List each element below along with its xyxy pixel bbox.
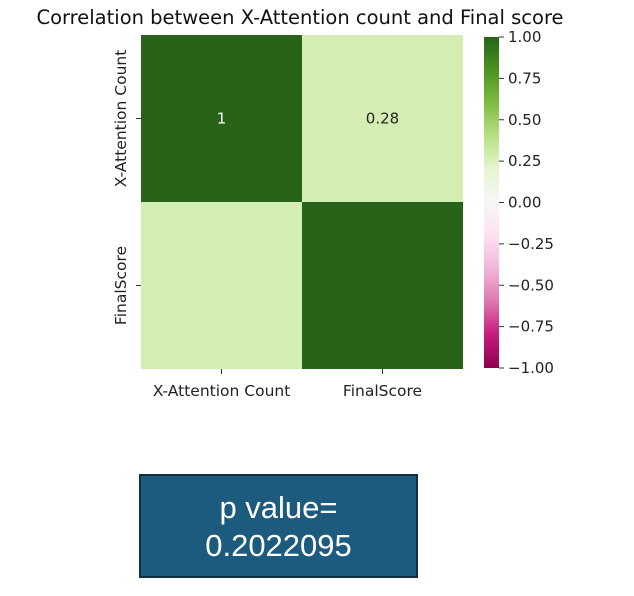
p-value-label: p value=: [219, 490, 338, 525]
colorbar-tick-label: 0.50: [508, 111, 541, 129]
p-value-number: 0.2022095: [205, 528, 352, 563]
heatmap-cell: [141, 202, 302, 369]
cell-annotation: 0.28: [366, 110, 399, 128]
x-tick-label: FinalScore: [343, 382, 422, 400]
y-tick-label: X-Attention Count: [112, 50, 130, 188]
colorbar-tick-label: −1.00: [508, 359, 554, 377]
p-value-box: p value= 0.2022095: [139, 474, 418, 578]
heatmap-cell: [141, 35, 302, 202]
heatmap-cell: [302, 35, 463, 202]
heatmap-cell: [302, 202, 463, 369]
colorbar-tick-label: −0.50: [508, 276, 554, 294]
colorbar: [484, 37, 499, 368]
chart-title: Correlation between X-Attention count an…: [36, 6, 563, 29]
y-tick-label: FinalScore: [112, 246, 130, 325]
colorbar-tick-label: 0.00: [508, 194, 541, 212]
colorbar-tick-label: 0.75: [508, 69, 541, 87]
colorbar-tick-label: −0.25: [508, 235, 554, 253]
x-tick-label: X-Attention Count: [153, 382, 291, 400]
colorbar-tick-label: −0.75: [508, 318, 554, 336]
correlation-heatmap-chart: Correlation between X-Attention count an…: [36, 6, 563, 400]
cell-annotation: 1: [217, 110, 227, 128]
colorbar-tick-label: 1.00: [508, 28, 541, 46]
colorbar-tick-label: 0.25: [508, 152, 541, 170]
